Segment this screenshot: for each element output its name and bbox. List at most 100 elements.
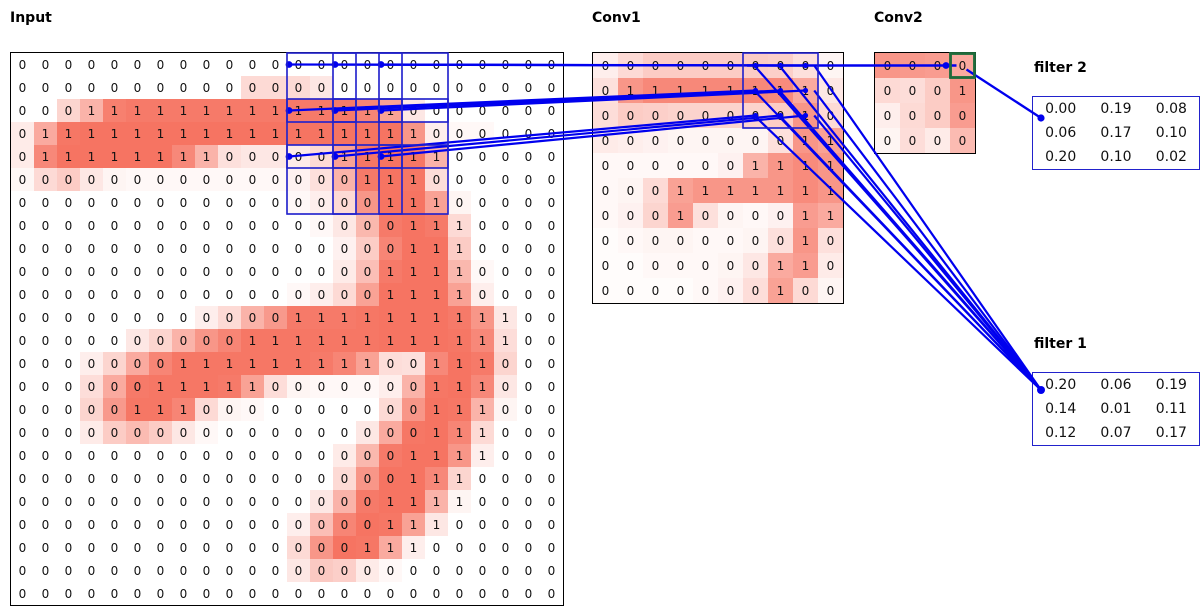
grid-cell: 1 xyxy=(195,122,218,145)
grid-cell: 0 xyxy=(402,53,425,76)
grid-cell: 0 xyxy=(517,99,540,122)
grid-cell: 1 xyxy=(818,153,843,178)
grid-cell: 1 xyxy=(425,237,448,260)
grid-cell: 0 xyxy=(11,122,34,145)
grid-cell: 0 xyxy=(195,444,218,467)
grid-cell: 0 xyxy=(264,237,287,260)
grid-cell: 1 xyxy=(448,260,471,283)
grid-cell: 0 xyxy=(11,145,34,168)
grid-cell: 1 xyxy=(195,145,218,168)
grid-cell: 0 xyxy=(593,253,618,278)
grid-cell: 0 xyxy=(333,513,356,536)
grid-cell: 0 xyxy=(540,145,563,168)
grid-cell: 0 xyxy=(149,490,172,513)
grid-cell: 1 xyxy=(668,78,693,103)
grid-cell: 1 xyxy=(356,329,379,352)
grid-cell: 0 xyxy=(11,536,34,559)
grid-cell: 0 xyxy=(195,168,218,191)
grid-cell: 0 xyxy=(494,191,517,214)
grid-cell: 1 xyxy=(793,103,818,128)
grid-cell: 1 xyxy=(743,153,768,178)
grid-cell: 0 xyxy=(356,490,379,513)
grid-cell: 0 xyxy=(540,260,563,283)
grid-cell: 0 xyxy=(494,352,517,375)
grid-cell: 0 xyxy=(195,191,218,214)
grid-cell: 1 xyxy=(471,375,494,398)
grid-cell: 0 xyxy=(743,278,768,303)
grid-cell: 1 xyxy=(425,329,448,352)
grid-cell: 0 xyxy=(693,253,718,278)
filter-cell: 0.12 xyxy=(1045,425,1077,441)
grid-cell: 0 xyxy=(34,467,57,490)
grid-cell: 0 xyxy=(925,53,950,78)
grid-cell: 1 xyxy=(448,375,471,398)
grid-cell: 0 xyxy=(218,421,241,444)
grid-cell: 1 xyxy=(718,78,743,103)
grid-cell: 0 xyxy=(379,444,402,467)
grid-cell: 0 xyxy=(950,53,975,78)
grid-cell: 0 xyxy=(356,467,379,490)
grid-cell: 0 xyxy=(718,103,743,128)
grid-cell: 0 xyxy=(172,237,195,260)
grid-cell: 0 xyxy=(11,191,34,214)
grid-cell: 0 xyxy=(448,513,471,536)
grid-cell: 0 xyxy=(540,329,563,352)
grid-cell: 0 xyxy=(80,559,103,582)
page-title-conv2: Conv2 xyxy=(874,10,923,26)
grid-cell: 0 xyxy=(494,260,517,283)
grid-cell: 0 xyxy=(287,398,310,421)
filter-1-matrix[interactable]: 0.20 0.06 0.19 0.14 0.01 0.11 0.12 0.07 0.17 xyxy=(1032,372,1200,446)
grid-cell: 0 xyxy=(900,103,925,128)
grid-cell: 0 xyxy=(540,467,563,490)
grid-cell: 0 xyxy=(126,513,149,536)
grid-cell: 1 xyxy=(402,490,425,513)
grid-cell: 0 xyxy=(149,53,172,76)
grid-cell: 1 xyxy=(818,178,843,203)
grid-cell: 1 xyxy=(425,214,448,237)
grid-cell: 0 xyxy=(218,283,241,306)
grid-cell: 0 xyxy=(241,398,264,421)
grid-cell: 1 xyxy=(310,352,333,375)
grid-cell: 0 xyxy=(379,421,402,444)
grid-cell: 0 xyxy=(517,260,540,283)
grid-cell: 0 xyxy=(540,76,563,99)
grid-cell: 0 xyxy=(875,78,900,103)
grid-cell: 1 xyxy=(356,99,379,122)
grid-cell: 0 xyxy=(540,536,563,559)
grid-cell: 0 xyxy=(287,76,310,99)
grid-cell: 0 xyxy=(425,168,448,191)
grid-cell: 0 xyxy=(743,53,768,78)
grid-cell: 0 xyxy=(103,582,126,605)
grid-cell: 0 xyxy=(218,582,241,605)
grid-cell: 0 xyxy=(494,582,517,605)
grid-cell: 0 xyxy=(517,444,540,467)
grid-cell: 0 xyxy=(356,191,379,214)
grid-cell: 0 xyxy=(34,191,57,214)
grid-cell: 0 xyxy=(693,228,718,253)
grid-cell: 0 xyxy=(356,260,379,283)
grid-cell: 0 xyxy=(11,260,34,283)
grid-cell: 0 xyxy=(310,145,333,168)
grid-cell: 0 xyxy=(718,253,743,278)
grid-cell: 0 xyxy=(618,178,643,203)
grid-cell: 0 xyxy=(11,375,34,398)
grid-cell: 0 xyxy=(103,329,126,352)
filter-2-matrix[interactable]: 0.00 0.19 0.08 0.06 0.17 0.10 0.20 0.10 0.02 xyxy=(1032,96,1200,170)
grid-cell: 0 xyxy=(540,99,563,122)
grid-cell: 0 xyxy=(793,53,818,78)
grid-cell: 0 xyxy=(126,536,149,559)
grid-cell: 0 xyxy=(57,582,80,605)
grid-cell: 0 xyxy=(241,582,264,605)
grid-cell: 0 xyxy=(34,306,57,329)
grid-cell: 0 xyxy=(818,228,843,253)
grid-cell: 0 xyxy=(900,128,925,153)
grid-cell: 0 xyxy=(471,559,494,582)
grid-cell: 0 xyxy=(471,145,494,168)
grid-cell: 0 xyxy=(241,421,264,444)
filter-cell: 0.17 xyxy=(1155,425,1187,441)
grid-cell: 0 xyxy=(643,153,668,178)
grid-cell: 1 xyxy=(768,253,793,278)
